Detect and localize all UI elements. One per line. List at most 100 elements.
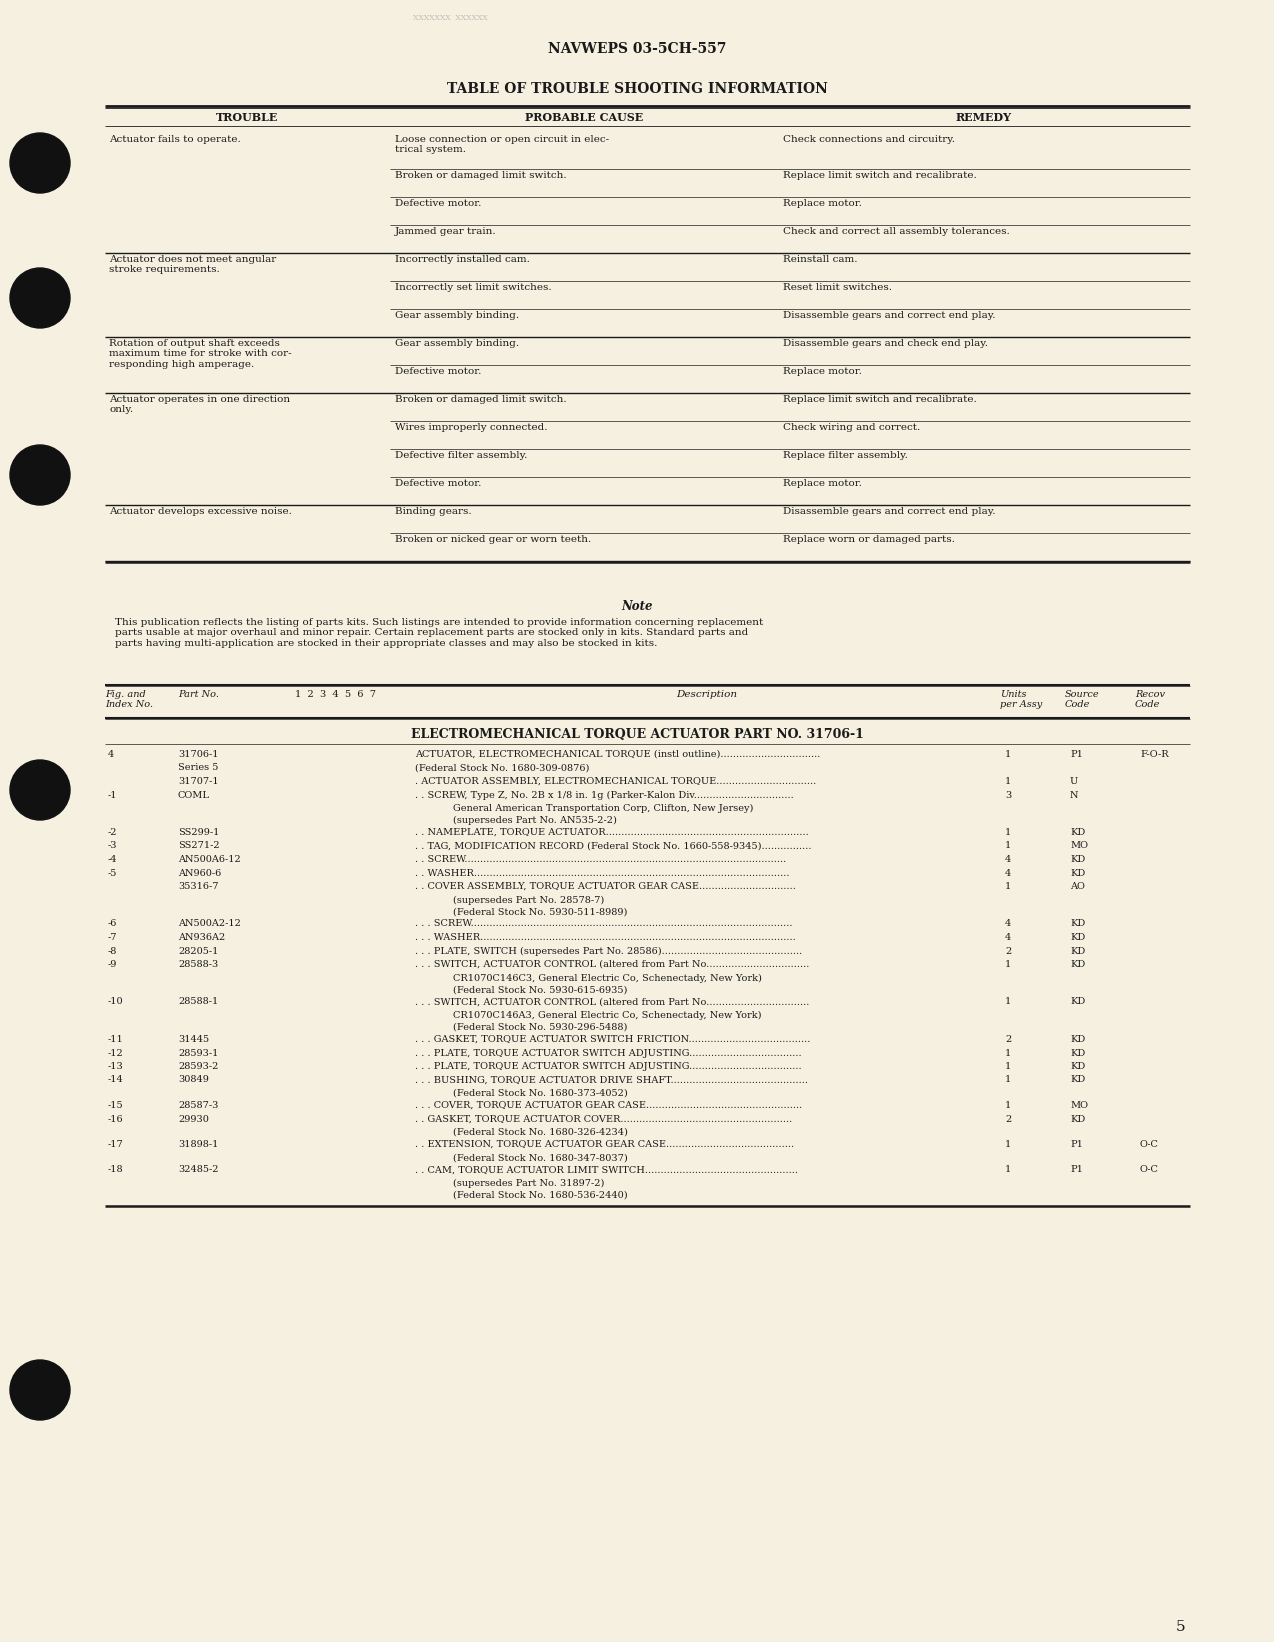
Text: Source
Code: Source Code [1065, 690, 1099, 709]
Text: Description: Description [676, 690, 738, 699]
Text: 1: 1 [1005, 882, 1012, 892]
Text: U: U [1070, 777, 1078, 787]
Text: KD: KD [1070, 933, 1085, 943]
Text: AN500A2-12: AN500A2-12 [178, 920, 241, 928]
Text: -12: -12 [108, 1049, 124, 1057]
Text: F-O-R: F-O-R [1140, 750, 1168, 759]
Text: Reinstall cam.: Reinstall cam. [784, 255, 857, 264]
Text: Series 5: Series 5 [178, 764, 218, 772]
Text: . . NAMEPLATE, TORQUE ACTUATOR..................................................: . . NAMEPLATE, TORQUE ACTUATOR..........… [415, 828, 809, 837]
Text: Check wiring and correct.: Check wiring and correct. [784, 424, 920, 432]
Text: 4: 4 [108, 750, 115, 759]
Text: Replace motor.: Replace motor. [784, 479, 862, 488]
Text: 1: 1 [1005, 961, 1012, 969]
Text: TABLE OF TROUBLE SHOOTING INFORMATION: TABLE OF TROUBLE SHOOTING INFORMATION [447, 82, 827, 95]
Text: . ACTUATOR ASSEMBLY, ELECTROMECHANICAL TORQUE................................: . ACTUATOR ASSEMBLY, ELECTROMECHANICAL T… [415, 777, 817, 787]
Text: Incorrectly set limit switches.: Incorrectly set limit switches. [395, 282, 552, 292]
Text: Wires improperly connected.: Wires improperly connected. [395, 424, 548, 432]
Text: . . . BUSHING, TORQUE ACTUATOR DRIVE SHAFT......................................: . . . BUSHING, TORQUE ACTUATOR DRIVE SHA… [415, 1076, 808, 1084]
Text: P1: P1 [1070, 1140, 1083, 1149]
Text: . . . SWITCH, ACTUATOR CONTROL (altered from Part No............................: . . . SWITCH, ACTUATOR CONTROL (altered … [415, 961, 809, 969]
Text: Binding gears.: Binding gears. [395, 507, 471, 516]
Text: N: N [1070, 790, 1079, 800]
Text: Part No.: Part No. [178, 690, 219, 699]
Text: NAVWEPS 03-5CH-557: NAVWEPS 03-5CH-557 [548, 43, 726, 56]
Text: 1: 1 [1005, 777, 1012, 787]
Text: Actuator operates in one direction
only.: Actuator operates in one direction only. [110, 396, 290, 414]
Text: KD: KD [1070, 1076, 1085, 1084]
Text: 2: 2 [1005, 1115, 1012, 1123]
Text: 1: 1 [1005, 1062, 1012, 1071]
Text: -16: -16 [108, 1115, 124, 1123]
Text: REMEDY: REMEDY [956, 112, 1012, 123]
Text: PROBABLE CAUSE: PROBABLE CAUSE [525, 112, 643, 123]
Text: Incorrectly installed cam.: Incorrectly installed cam. [395, 255, 530, 264]
Text: Note: Note [622, 599, 652, 612]
Text: Broken or damaged limit switch.: Broken or damaged limit switch. [395, 171, 567, 181]
Text: KD: KD [1070, 828, 1085, 837]
Text: (supersedes Part No. 31897-2): (supersedes Part No. 31897-2) [454, 1179, 604, 1189]
Text: AN960-6: AN960-6 [178, 869, 222, 877]
Text: (Federal Stock No. 1680-347-8037): (Federal Stock No. 1680-347-8037) [454, 1153, 628, 1163]
Text: 3: 3 [1005, 790, 1012, 800]
Text: (Federal Stock No. 1680-536-2440): (Federal Stock No. 1680-536-2440) [454, 1190, 628, 1200]
Text: General American Transportation Corp, Clifton, New Jersey): General American Transportation Corp, Cl… [454, 805, 753, 813]
Text: ELECTROMECHANICAL TORQUE ACTUATOR PART NO. 31706-1: ELECTROMECHANICAL TORQUE ACTUATOR PART N… [410, 727, 864, 741]
Text: Defective motor.: Defective motor. [395, 479, 482, 488]
Text: . . COVER ASSEMBLY, TORQUE ACTUATOR GEAR CASE...............................: . . COVER ASSEMBLY, TORQUE ACTUATOR GEAR… [415, 882, 796, 892]
Text: . . . SWITCH, ACTUATOR CONTROL (altered from Part No............................: . . . SWITCH, ACTUATOR CONTROL (altered … [415, 997, 809, 1007]
Text: -7: -7 [108, 933, 117, 943]
Text: KD: KD [1070, 961, 1085, 969]
Text: COML: COML [178, 790, 210, 800]
Text: 1: 1 [1005, 997, 1012, 1007]
Text: -11: -11 [108, 1034, 124, 1044]
Text: 1: 1 [1005, 1049, 1012, 1057]
Text: . . . PLATE, TORQUE ACTUATOR SWITCH ADJUSTING...................................: . . . PLATE, TORQUE ACTUATOR SWITCH ADJU… [415, 1062, 801, 1071]
Text: -8: -8 [108, 946, 117, 956]
Text: ACTUATOR, ELECTROMECHANICAL TORQUE (instl outline)..............................: ACTUATOR, ELECTROMECHANICAL TORQUE (inst… [415, 750, 820, 759]
Text: 1: 1 [1005, 1140, 1012, 1149]
Text: Reset limit switches.: Reset limit switches. [784, 282, 892, 292]
Text: . . EXTENSION, TORQUE ACTUATOR GEAR CASE........................................: . . EXTENSION, TORQUE ACTUATOR GEAR CASE… [415, 1140, 794, 1149]
Text: (Federal Stock No. 5930-615-6935): (Federal Stock No. 5930-615-6935) [454, 985, 627, 995]
Text: Actuator develops excessive noise.: Actuator develops excessive noise. [110, 507, 292, 516]
Text: 29930: 29930 [178, 1115, 209, 1123]
Text: 28588-3: 28588-3 [178, 961, 218, 969]
Text: Recov
Code: Recov Code [1135, 690, 1164, 709]
Text: P1: P1 [1070, 750, 1083, 759]
Text: 2: 2 [1005, 1034, 1012, 1044]
Text: -15: -15 [108, 1102, 124, 1110]
Text: KD: KD [1070, 1115, 1085, 1123]
Text: KD: KD [1070, 997, 1085, 1007]
Text: -5: -5 [108, 869, 117, 877]
Text: (Federal Stock No. 5930-296-5488): (Federal Stock No. 5930-296-5488) [454, 1023, 627, 1033]
Text: -14: -14 [108, 1076, 124, 1084]
Circle shape [10, 1360, 70, 1420]
Text: 28587-3: 28587-3 [178, 1102, 218, 1110]
Text: Disassemble gears and check end play.: Disassemble gears and check end play. [784, 338, 989, 348]
Text: 1: 1 [1005, 841, 1012, 851]
Text: SS299-1: SS299-1 [178, 828, 219, 837]
Text: . . . GASKET, TORQUE ACTUATOR SWITCH FRICTION...................................: . . . GASKET, TORQUE ACTUATOR SWITCH FRI… [415, 1034, 810, 1044]
Circle shape [10, 268, 70, 328]
Text: (supersedes Part No. 28578-7): (supersedes Part No. 28578-7) [454, 895, 604, 905]
Text: . . . WASHER....................................................................: . . . WASHER............................… [415, 933, 796, 943]
Text: (Federal Stock No. 1680-326-4234): (Federal Stock No. 1680-326-4234) [454, 1128, 628, 1136]
Text: XXXXXXX  XXXXXX: XXXXXXX XXXXXX [413, 15, 488, 21]
Text: CR1070C146A3, General Electric Co, Schenectady, New York): CR1070C146A3, General Electric Co, Schen… [454, 1011, 762, 1020]
Text: Replace limit switch and recalibrate.: Replace limit switch and recalibrate. [784, 171, 977, 181]
Text: -6: -6 [108, 920, 117, 928]
Text: Actuator fails to operate.: Actuator fails to operate. [110, 135, 241, 144]
Text: AO: AO [1070, 882, 1085, 892]
Text: This publication reflects the listing of parts kits. Such listings are intended : This publication reflects the listing of… [115, 617, 763, 649]
Text: -2: -2 [108, 828, 117, 837]
Text: -4: -4 [108, 855, 117, 864]
Text: -18: -18 [108, 1166, 124, 1174]
Text: 5: 5 [1176, 1621, 1185, 1634]
Text: TROUBLE: TROUBLE [217, 112, 279, 123]
Text: -9: -9 [108, 961, 117, 969]
Text: Gear assembly binding.: Gear assembly binding. [395, 338, 519, 348]
Text: . . GASKET, TORQUE ACTUATOR COVER...............................................: . . GASKET, TORQUE ACTUATOR COVER.......… [415, 1115, 792, 1123]
Text: Defective motor.: Defective motor. [395, 368, 482, 376]
Text: . . WASHER......................................................................: . . WASHER..............................… [415, 869, 790, 877]
